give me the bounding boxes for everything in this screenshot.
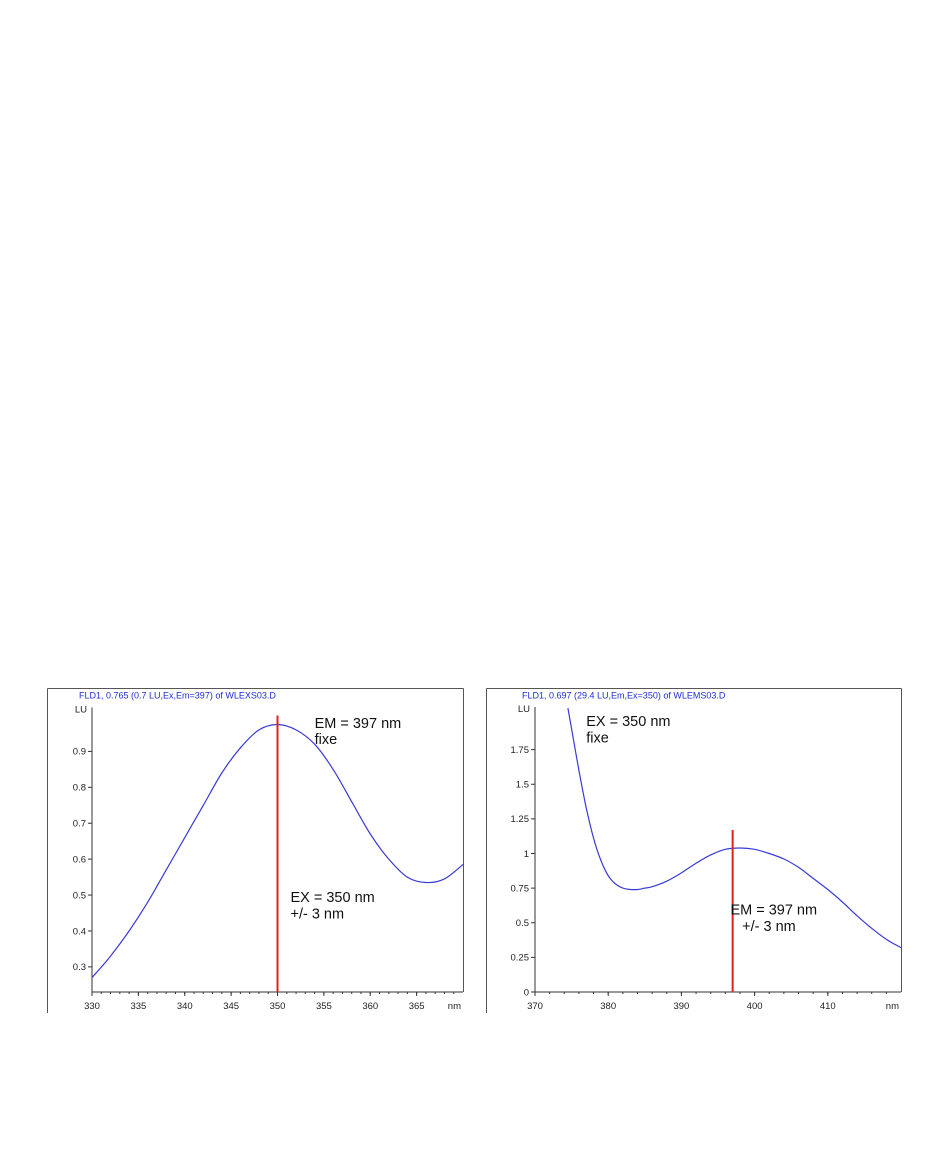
x-tick-label: 390	[673, 1001, 689, 1012]
y-tick-label: 0.6	[73, 854, 86, 865]
x-tick-label: 350	[270, 1001, 286, 1012]
x-tick-label: 340	[177, 1001, 193, 1012]
y-tick-label: 1	[524, 849, 529, 860]
x-tick-label: 370	[527, 1001, 543, 1012]
chart-title: FLD1, 0.765 (0.7 LU,Ex,Em=397) of WLEXS0…	[79, 691, 276, 701]
y-tick-label: 0.9	[73, 747, 86, 758]
y-tick-label: 0.8	[73, 783, 86, 794]
x-tick-label: 355	[316, 1001, 332, 1012]
emission-spectrum-chart: FLD1, 0.697 (29.4 LU,Em,Ex=350) of WLEMS…	[486, 688, 902, 1013]
x-axis-unit: nm	[448, 1001, 461, 1012]
chart-title: FLD1, 0.697 (29.4 LU,Em,Ex=350) of WLEMS…	[522, 691, 726, 701]
annotation-text: EM = 397 nm	[730, 902, 817, 918]
x-tick-label: 335	[130, 1001, 146, 1012]
y-tick-label: 1.25	[511, 814, 530, 825]
annotation-text: EX = 350 nm	[586, 714, 670, 730]
y-axis-label: LU	[518, 704, 530, 715]
annotation-text: EX = 350 nm	[290, 890, 374, 906]
excitation-spectrum-panel: FLD1, 0.765 (0.7 LU,Ex,Em=397) of WLEXS0…	[47, 688, 464, 1013]
emission-spectrum-panel: FLD1, 0.697 (29.4 LU,Em,Ex=350) of WLEMS…	[486, 688, 902, 1013]
x-tick-label: 360	[362, 1001, 378, 1012]
y-tick-label: 0	[524, 987, 529, 998]
annotation-text: +/- 3 nm	[290, 906, 344, 922]
y-tick-label: 1.75	[511, 745, 530, 756]
x-tick-label: 410	[820, 1001, 836, 1012]
y-tick-label: 0.75	[511, 883, 530, 894]
y-tick-label: 0.7	[73, 819, 86, 830]
spectrum-curve	[567, 707, 901, 949]
y-tick-label: 0.4	[73, 926, 86, 937]
y-tick-label: 0.25	[511, 953, 530, 964]
x-tick-label: 345	[223, 1001, 239, 1012]
excitation-spectrum-chart: FLD1, 0.765 (0.7 LU,Ex,Em=397) of WLEXS0…	[47, 688, 464, 1013]
y-axis-label: LU	[75, 705, 87, 716]
x-axis-unit: nm	[886, 1001, 899, 1012]
y-tick-label: 0.3	[73, 962, 86, 973]
y-tick-label: 0.5	[516, 918, 529, 929]
y-tick-label: 0.5	[73, 890, 86, 901]
annotation-text: fixe	[315, 732, 338, 748]
x-tick-label: 330	[84, 1001, 100, 1012]
y-tick-label: 1.5	[516, 780, 529, 791]
x-tick-label: 365	[409, 1001, 425, 1012]
x-tick-label: 380	[600, 1001, 616, 1012]
annotation-text: EM = 397 nm	[315, 716, 402, 732]
annotation-text: fixe	[586, 731, 609, 747]
x-tick-label: 400	[747, 1001, 763, 1012]
annotation-text: +/- 3 nm	[742, 919, 796, 935]
